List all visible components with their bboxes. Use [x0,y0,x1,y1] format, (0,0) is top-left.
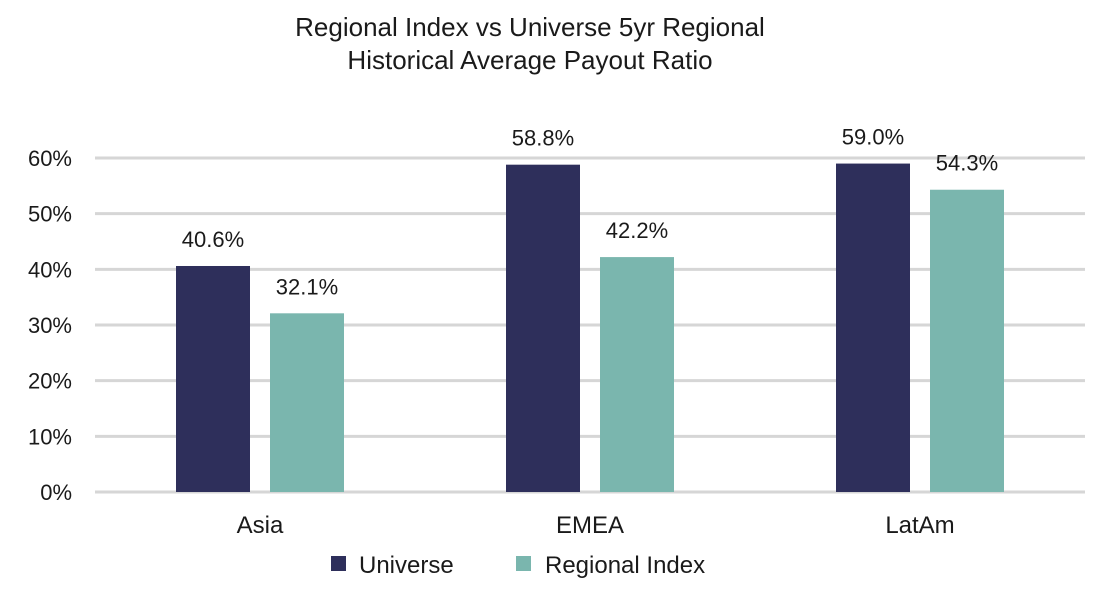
legend-label: Universe [359,552,454,579]
x-category-label: LatAm [885,512,954,539]
x-category-label: Asia [237,512,284,539]
y-tick-label: 40% [28,257,72,282]
chart-title-line-2: Historical Average Payout Ratio [347,45,712,75]
y-tick-label: 10% [28,424,72,449]
x-category-label: EMEA [556,512,624,539]
legend-swatch [516,556,531,571]
legend-swatch [331,556,346,571]
data-label: 54.3% [936,151,998,176]
bars [176,163,1004,493]
data-label: 42.2% [606,218,668,243]
legend: Universe Regional Index [331,552,705,579]
data-label: 40.6% [182,227,244,252]
data-labels: 40.6% 32.1% 58.8% 42.2% 59.0% 54.3% [182,125,998,300]
gridlines [95,156,1085,494]
bar-latam-regional-index [930,189,1004,493]
chart-title-line-1: Regional Index vs Universe 5yr Regional [295,12,765,42]
bar-emea-universe [506,164,580,492]
y-tick-label: 50% [28,202,72,227]
data-label: 59.0% [842,125,904,150]
legend-label: Regional Index [545,552,705,579]
y-tick-label: 30% [28,313,72,338]
bar-asia-universe [176,265,250,492]
y-tick-label: 0% [40,480,72,505]
bar-emea-regional-index [600,257,674,492]
bar-latam-universe [836,163,910,493]
y-tick-label: 20% [28,369,72,394]
bar-asia-regional-index [270,313,344,492]
y-axis-ticks: 0% 10% 20% 30% 40% 50% 60% [28,146,72,505]
y-tick-label: 60% [28,146,72,171]
data-label: 58.8% [512,126,574,151]
x-axis-categories: Asia EMEA LatAm [237,512,955,539]
data-label: 32.1% [276,274,338,299]
